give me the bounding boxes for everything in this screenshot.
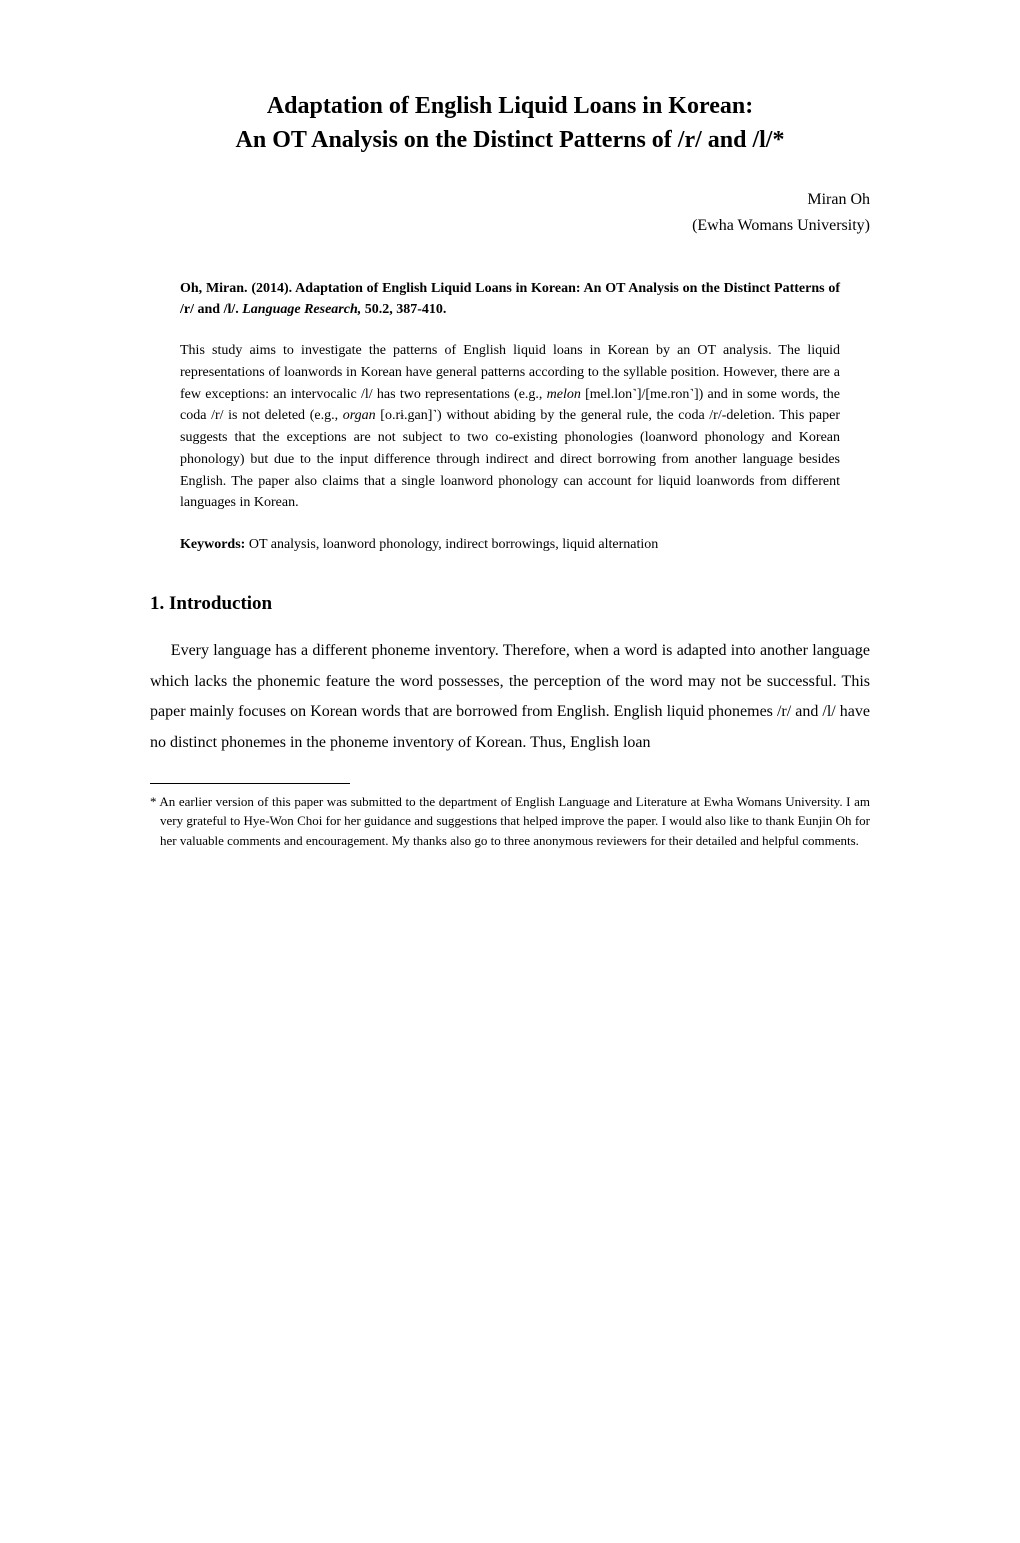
abstract-p3: [o.rɨ.gan]˺) without abiding by the gene… — [180, 408, 840, 510]
title-line1: Adaptation of English Liquid Loans in Ko… — [267, 93, 753, 119]
author-name: Miran Oh — [807, 191, 870, 208]
intro-paragraph: Every language has a different phoneme i… — [150, 636, 870, 758]
footnote: * An earlier version of this paper was s… — [150, 792, 870, 851]
abstract-italic1: melon — [547, 387, 581, 402]
footnote-rule — [150, 783, 350, 784]
ref-vol: 50.2, 387-410. — [361, 302, 446, 317]
author-block: Miran Oh (Ewha Womans University) — [150, 187, 870, 238]
section-heading: 1. Introduction — [150, 590, 870, 619]
ref-journal: Language Research, — [242, 302, 361, 317]
title-line2: An OT Analysis on the Distinct Patterns … — [236, 127, 785, 153]
keywords-block: Keywords: OT analysis, loanword phonolog… — [180, 534, 840, 555]
paper-title: Adaptation of English Liquid Loans in Ko… — [150, 90, 870, 157]
author-affiliation: (Ewha Womans University) — [692, 217, 870, 234]
abstract-body: This study aims to investigate the patte… — [180, 340, 840, 514]
abstract-reference: Oh, Miran. (2014). Adaptation of English… — [180, 278, 840, 320]
keywords-text: OT analysis, loanword phonology, indirec… — [249, 537, 658, 552]
keywords-label: Keywords: — [180, 537, 245, 552]
abstract-italic2: organ — [343, 408, 376, 423]
